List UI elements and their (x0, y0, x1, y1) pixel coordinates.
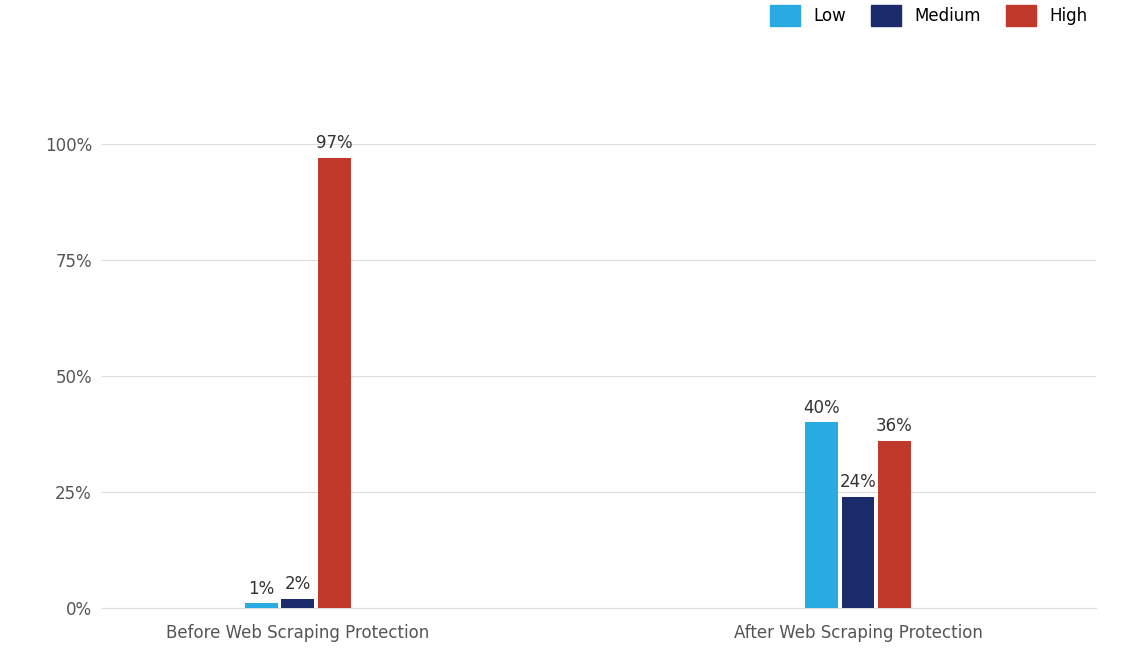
Text: 2%: 2% (285, 575, 311, 593)
Text: 97%: 97% (316, 134, 353, 152)
Text: 24%: 24% (840, 473, 877, 491)
Text: Risk Levels Before and After Web Scraping Detection: Risk Levels Before and After Web Scrapin… (28, 34, 819, 60)
Legend: Low, Medium, High: Low, Medium, High (771, 5, 1088, 27)
Text: 1%: 1% (249, 580, 275, 598)
Bar (318, 158, 350, 608)
Bar (245, 603, 278, 608)
Bar (878, 441, 911, 608)
Bar (281, 599, 314, 608)
Bar (806, 422, 838, 608)
Text: 36%: 36% (876, 418, 913, 436)
Text: 40%: 40% (803, 399, 840, 417)
Text: Akamai: Akamai (1011, 35, 1098, 55)
Bar (842, 496, 875, 608)
